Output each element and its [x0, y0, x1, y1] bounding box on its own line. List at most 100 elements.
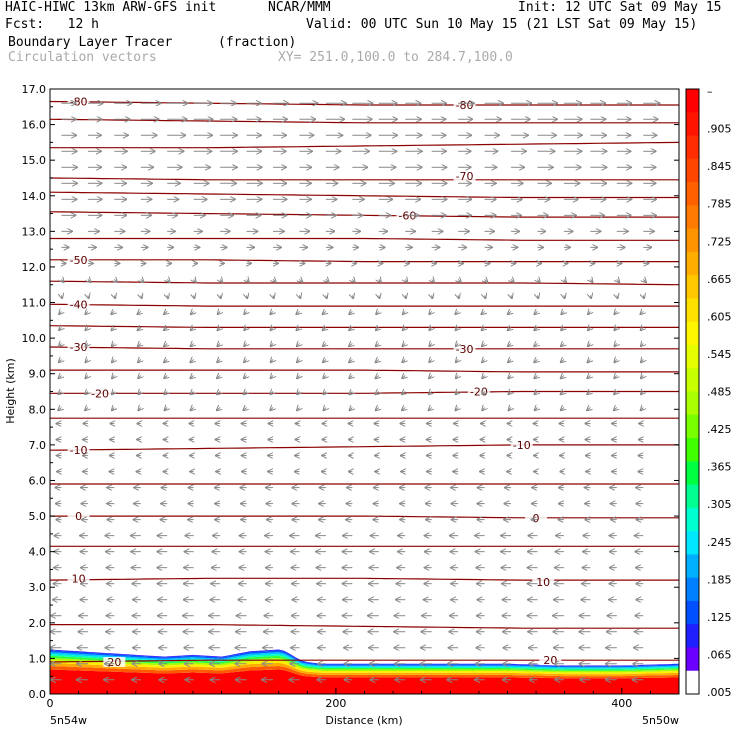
vector-arrow: [59, 327, 61, 330]
vector-arrow: [111, 311, 114, 314]
vector-arrow: [641, 359, 643, 362]
colorbar-swatch: [686, 89, 699, 113]
vector-arrow: [270, 311, 273, 314]
contour-label-bg: [539, 655, 562, 666]
vector-arrow: [243, 408, 246, 411]
colorbar-swatch: [686, 158, 699, 183]
contour-label: -30: [70, 341, 88, 354]
contour-label-bg: [67, 573, 90, 584]
vector-arrow: [485, 295, 486, 298]
vector-arrow: [508, 359, 511, 362]
contour-label-bg: [467, 386, 490, 397]
vector-arrow: [588, 311, 590, 314]
vector-arrow: [138, 359, 141, 362]
colorbar-swatch: [686, 391, 699, 416]
contour-label: 20: [543, 654, 557, 667]
vector-arrow: [641, 375, 643, 378]
vector-arrow: [352, 279, 354, 282]
colorbar-label: .725: [707, 235, 732, 248]
colorbar-swatch: [686, 438, 699, 462]
vector-arrow: [141, 279, 144, 282]
contour-label: -80: [456, 99, 474, 112]
vector-arrow: [376, 327, 379, 330]
vector-arrow: [590, 295, 591, 298]
vector-arrow: [191, 311, 194, 314]
field-units-label: (fraction): [218, 35, 297, 50]
vector-field-label: Circulation vectors: [8, 50, 157, 65]
contour-label-bg: [510, 439, 533, 450]
y-axis-label: Height (km): [4, 358, 17, 424]
vector-arrow: [432, 279, 434, 282]
vector-arrow: [114, 295, 115, 298]
vector-arrow: [456, 375, 458, 378]
vector-arrow: [190, 359, 193, 362]
y-tick-label: 12.0: [22, 261, 47, 274]
vector-arrow: [164, 392, 167, 395]
vector-arrow: [641, 343, 643, 346]
vector-arrow: [534, 359, 537, 362]
y-tick-label: 7.0: [29, 439, 47, 452]
x-axis: 0 200 400: [47, 688, 680, 710]
vector-arrow: [59, 343, 61, 346]
vector-arrow: [587, 375, 590, 378]
vector-arrow: [138, 375, 141, 378]
tracer-band: [50, 669, 679, 694]
vector-arrow: [481, 311, 484, 314]
vector-arrow: [58, 392, 61, 395]
y-tick-label: 1.0: [29, 652, 47, 665]
vector-arrow: [297, 343, 300, 346]
vector-arrow: [324, 408, 326, 411]
contour-line: [50, 369, 679, 373]
y-tick-label: 4.0: [29, 546, 47, 559]
vector-arrow: [534, 392, 537, 395]
forecast-hour-label: Fcst: 12 h: [5, 17, 99, 32]
field-name-label: Boundary Layer Tracer: [8, 35, 173, 50]
vector-arrow: [643, 295, 644, 298]
vector-arrow: [561, 375, 564, 378]
vector-arrow: [588, 359, 591, 362]
vector-arrow: [485, 279, 488, 282]
vector-arrow: [88, 279, 91, 282]
y-tick-label: 10.0: [22, 332, 47, 345]
contour-label-bg: [67, 445, 90, 456]
vector-arrow: [641, 392, 643, 395]
vector-arrow: [112, 408, 114, 411]
colorbar-swatch: [686, 531, 699, 555]
y-tick-label: 6.0: [29, 474, 47, 487]
y-tick-label: 8.0: [29, 403, 47, 416]
colorbar-swatch: [686, 554, 699, 579]
vector-arrow: [273, 295, 274, 298]
vector-arrow: [85, 327, 87, 330]
x-start-label: 5n54w: [50, 714, 87, 727]
contour-label: 0: [75, 510, 82, 523]
vector-arrow: [614, 311, 616, 314]
vector-arrow: [508, 343, 511, 346]
colorbar-label: .845: [707, 160, 732, 173]
vector-arrow: [403, 327, 405, 330]
vector-arrow: [561, 392, 564, 395]
vector-arrow: [379, 295, 380, 298]
vector-arrow: [59, 311, 61, 314]
vector-arrow: [402, 359, 405, 362]
colorbar-label: .245: [707, 536, 732, 549]
vector-arrow: [458, 279, 461, 282]
vector-arrow: [455, 311, 458, 314]
vector-arrow: [429, 311, 431, 314]
vector-arrow: [297, 408, 299, 411]
contour-line: [50, 237, 679, 241]
vector-arrow: [429, 359, 431, 362]
vector-arrow: [164, 375, 167, 378]
colorbar-label: .425: [707, 423, 732, 436]
plot-title: HAIC-HIWC 13km ARW-GFS init: [5, 0, 217, 15]
vector-arrow: [352, 295, 353, 298]
vector-arrow: [323, 327, 326, 330]
vector-arrow: [217, 408, 220, 411]
vector-arrow: [561, 408, 564, 411]
vector-arrow: [194, 295, 195, 298]
contour-line: [50, 118, 679, 124]
vector-arrow: [112, 327, 115, 330]
vector-arrow: [217, 343, 220, 346]
contour-line: [50, 577, 679, 581]
circulation-vectors: [50, 103, 659, 680]
contour-label: 0: [533, 512, 540, 525]
